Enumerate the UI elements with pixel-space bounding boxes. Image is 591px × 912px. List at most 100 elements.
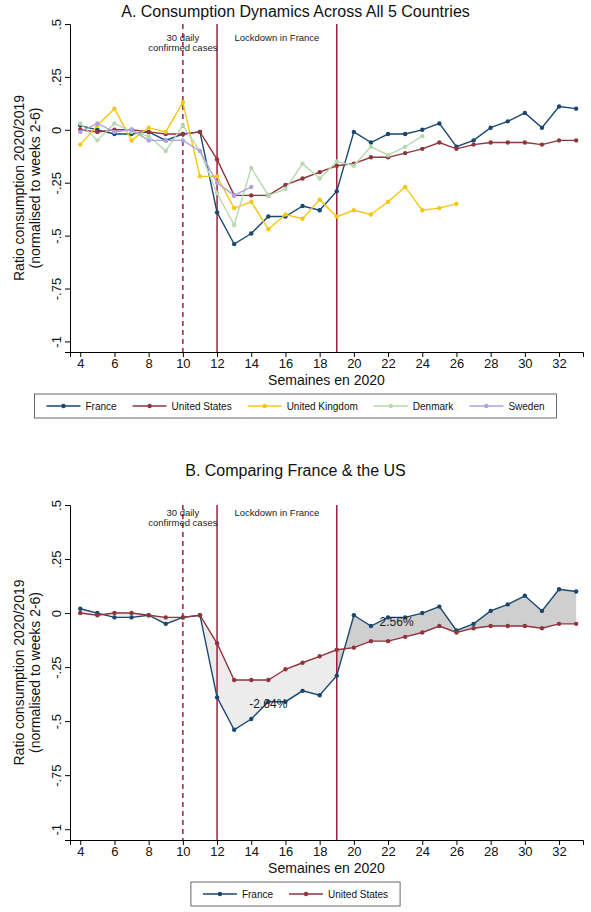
y-tick-label: -.5 bbox=[49, 714, 64, 729]
series-marker bbox=[369, 155, 373, 159]
y-axis-title: Ratio consumption 2020/2019 bbox=[11, 579, 27, 765]
y-tick: .25 bbox=[49, 550, 70, 568]
series-marker bbox=[506, 140, 510, 144]
legend-item: United States bbox=[133, 401, 232, 412]
x-tick: 26 bbox=[450, 840, 464, 859]
series-marker bbox=[557, 587, 561, 591]
annotation: confirmed cases bbox=[148, 517, 217, 528]
y-tick-label: .25 bbox=[49, 68, 64, 86]
y-tick-mark bbox=[65, 613, 70, 614]
x-tick: 4 bbox=[77, 840, 84, 859]
series-marker bbox=[198, 149, 202, 153]
reference-line bbox=[182, 505, 184, 840]
x-tick: 6 bbox=[111, 840, 118, 859]
series-marker bbox=[283, 212, 287, 216]
y-tick-label: -.75 bbox=[49, 764, 64, 786]
legend-marker bbox=[61, 404, 65, 408]
annotation: Lockdown in France bbox=[234, 32, 319, 43]
plot-area bbox=[78, 505, 578, 840]
series-marker bbox=[232, 193, 236, 197]
series-marker bbox=[95, 613, 99, 617]
series-marker bbox=[523, 594, 527, 598]
x-tick: 20 bbox=[347, 352, 361, 371]
x-tick: 30 bbox=[518, 352, 532, 371]
y-tick-label: .5 bbox=[49, 500, 64, 511]
reference-line bbox=[216, 505, 218, 840]
shade-group bbox=[80, 589, 336, 729]
series-marker bbox=[403, 635, 407, 639]
x-tick-label: 30 bbox=[518, 356, 532, 371]
series-marker bbox=[249, 193, 253, 197]
series-marker bbox=[574, 106, 578, 110]
series-marker bbox=[557, 104, 561, 108]
x-tick: 16 bbox=[279, 840, 293, 859]
series-marker bbox=[232, 678, 236, 682]
y-axis: -1-.75-.5-.250.25.5 bbox=[49, 19, 71, 352]
x-tick: 26 bbox=[450, 352, 464, 371]
series-marker bbox=[574, 622, 578, 626]
series-marker bbox=[523, 111, 527, 115]
series-marker bbox=[164, 615, 168, 619]
series-marker bbox=[420, 147, 424, 151]
series-marker bbox=[164, 149, 168, 153]
x-tick: 6 bbox=[111, 352, 118, 371]
chart: A. Consumption Dynamics Across All 5 Cou… bbox=[11, 3, 584, 418]
series-marker bbox=[300, 204, 304, 208]
series-marker bbox=[523, 140, 527, 144]
y-tick-mark bbox=[65, 829, 70, 830]
y-tick: -.25 bbox=[49, 172, 70, 194]
y-tick-label: .5 bbox=[49, 19, 64, 30]
y-tick-label: 0 bbox=[49, 610, 64, 617]
x-tick-label: 4 bbox=[77, 356, 84, 371]
series-marker bbox=[266, 227, 270, 231]
x-tick-label: 14 bbox=[245, 844, 259, 859]
series-marker bbox=[300, 161, 304, 165]
series-marker bbox=[369, 624, 373, 628]
series-marker bbox=[471, 138, 475, 142]
x-tick: 4 bbox=[77, 352, 84, 371]
y-tick-mark bbox=[65, 77, 70, 78]
series-marker bbox=[420, 128, 424, 132]
series-marker bbox=[78, 611, 82, 615]
x-tick: 8 bbox=[146, 352, 153, 371]
x-tick-label: 28 bbox=[484, 844, 498, 859]
series-marker bbox=[471, 626, 475, 630]
series-marker bbox=[215, 181, 219, 185]
series-marker bbox=[352, 208, 356, 212]
x-tick: 32 bbox=[552, 352, 566, 371]
x-tick: 10 bbox=[176, 352, 190, 371]
series-marker bbox=[215, 174, 219, 178]
y-tick-label: -.75 bbox=[49, 278, 64, 300]
x-tick-label: 16 bbox=[279, 844, 293, 859]
shade-group bbox=[337, 589, 576, 729]
x-tick: 14 bbox=[245, 840, 259, 859]
x-tick-label: 12 bbox=[210, 356, 224, 371]
series-marker bbox=[112, 615, 116, 619]
x-tick: 24 bbox=[416, 352, 430, 371]
series-marker bbox=[164, 138, 168, 142]
x-tick: 10 bbox=[176, 840, 190, 859]
y-tick-mark bbox=[65, 24, 70, 25]
x-tick-label: 6 bbox=[111, 356, 118, 371]
series-marker bbox=[540, 125, 544, 129]
x-tick: 24 bbox=[416, 840, 430, 859]
y-tick-mark bbox=[65, 289, 70, 290]
chart: B. Comparing France & the US-1-.75-.5-.2… bbox=[11, 462, 584, 906]
series-marker bbox=[488, 624, 492, 628]
series-line bbox=[80, 107, 576, 245]
y-tick-label: -.25 bbox=[49, 172, 64, 194]
series-line bbox=[80, 102, 456, 229]
series-line bbox=[80, 130, 576, 196]
series-marker bbox=[352, 130, 356, 134]
y-tick: .25 bbox=[49, 68, 70, 86]
series-marker bbox=[181, 615, 185, 619]
series-marker bbox=[146, 130, 150, 134]
x-tick-label: 8 bbox=[146, 356, 153, 371]
series-marker bbox=[335, 214, 339, 218]
series-marker bbox=[300, 661, 304, 665]
x-tick: 16 bbox=[279, 352, 293, 371]
series-marker bbox=[283, 667, 287, 671]
x-tick: 8 bbox=[146, 840, 153, 859]
series-marker bbox=[506, 119, 510, 123]
series-marker bbox=[78, 130, 82, 134]
